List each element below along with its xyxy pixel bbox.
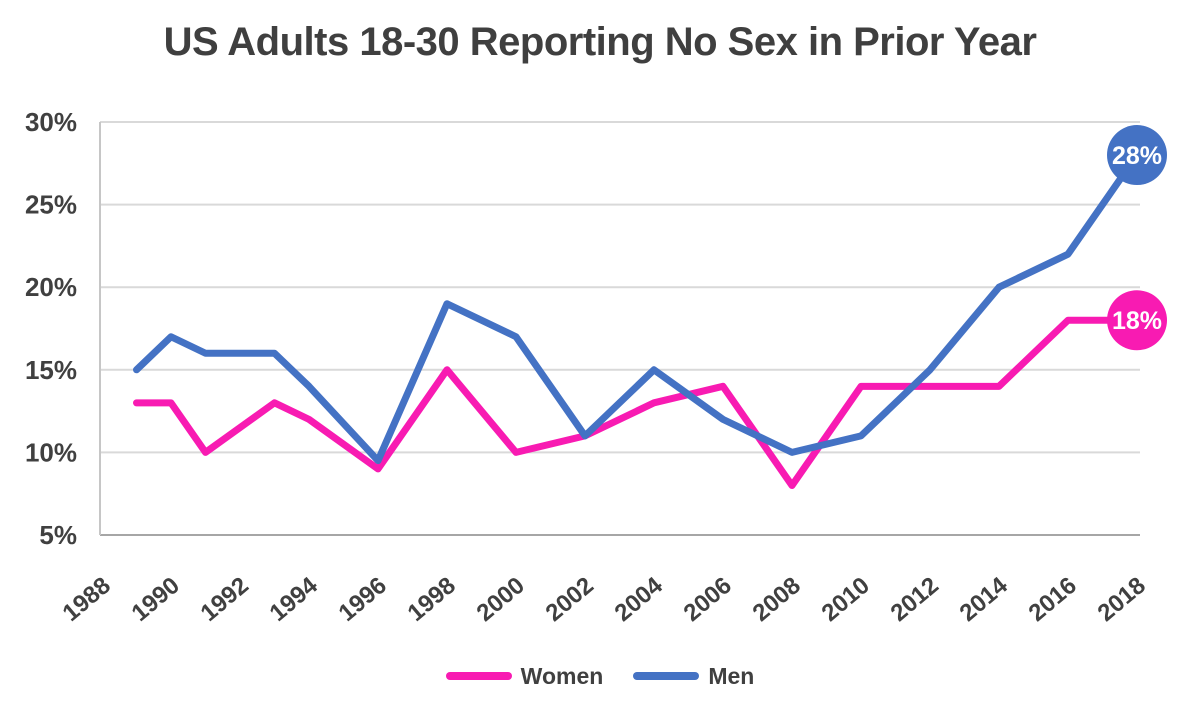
x-tick-label-2004: 2004	[610, 571, 669, 626]
x-tick-label-1994: 1994	[265, 571, 324, 626]
x-tick-label-1996: 1996	[334, 572, 392, 627]
x-tick-label-2010: 2010	[817, 572, 875, 627]
legend-item-women: Women	[445, 662, 604, 690]
x-tick-label-1992: 1992	[196, 572, 254, 627]
women-line-swatch	[445, 672, 512, 680]
x-tick-label-2014: 2014	[955, 571, 1014, 626]
chart-title: US Adults 18-30 Reporting No Sex in Prio…	[163, 20, 1037, 64]
legend-label-men: Men	[708, 662, 755, 689]
y-tick-label-15: 15%	[25, 355, 77, 385]
x-tick-label-2012: 2012	[886, 572, 944, 627]
y-tick-label-20: 20%	[25, 272, 77, 302]
x-tick-label-2018: 2018	[1093, 572, 1151, 627]
y-tick-label-5: 5%	[39, 520, 77, 550]
men-line	[133, 151, 1141, 465]
women-line	[133, 316, 1141, 489]
y-tick-label-10: 10%	[25, 437, 77, 467]
men-line-swatch	[633, 672, 700, 680]
x-tick-label-2002: 2002	[541, 572, 599, 627]
women-end-label: 18%	[1112, 307, 1162, 335]
y-tick-label-25: 25%	[25, 190, 77, 220]
legend: Women Men	[0, 652, 1200, 700]
x-tick-label-2016: 2016	[1024, 572, 1082, 627]
men-end-marker	[1107, 125, 1167, 186]
women-end-marker	[1107, 290, 1167, 351]
men-end-label: 28%	[1112, 142, 1162, 170]
x-tick-label-2000: 2000	[472, 572, 530, 627]
x-tick-label-1998: 1998	[403, 572, 461, 627]
x-tick-label-2006: 2006	[679, 572, 737, 627]
legend-item-men: Men	[633, 663, 754, 690]
y-tick-label-30: 30%	[25, 107, 77, 137]
legend-label-women: Women	[520, 662, 604, 689]
x-tick-label-1990: 1990	[127, 572, 185, 627]
x-tick-label-2008: 2008	[748, 572, 806, 627]
x-tick-label-1988: 1988	[58, 572, 116, 627]
